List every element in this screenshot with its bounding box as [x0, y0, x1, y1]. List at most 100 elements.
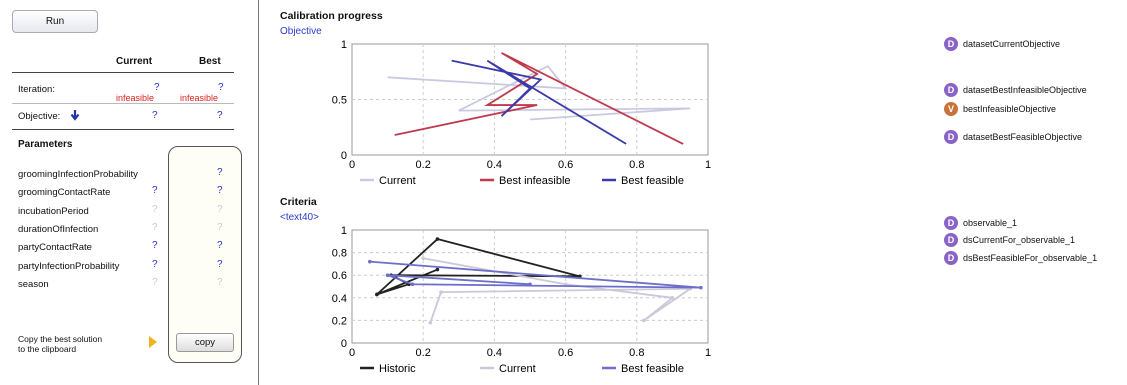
- legend-label: Best feasible: [621, 363, 684, 375]
- param-best-value: ?: [217, 240, 223, 251]
- objective-divider: [12, 129, 234, 130]
- y-tick-label: 0.8: [332, 248, 347, 260]
- node-label: observable_1: [963, 218, 1018, 228]
- iteration-label: Iteration:: [18, 84, 55, 95]
- data-point: [375, 292, 379, 297]
- param-current-value: ?: [152, 240, 158, 251]
- copy-text-line2: to the clipboard: [18, 344, 77, 354]
- x-tick-label: 0.2: [416, 347, 431, 359]
- copy-description: Copy the best solution to the clipboard: [18, 334, 102, 354]
- data-point: [368, 259, 372, 264]
- objective-best-value: ?: [217, 110, 223, 121]
- y-tick-label: 0.6: [332, 270, 347, 282]
- copy-button[interactable]: copy: [176, 333, 234, 352]
- data-point: [435, 237, 440, 241]
- progress-chart-title: Calibration progress: [280, 10, 383, 22]
- x-tick-label: 0: [349, 159, 355, 171]
- param-name: partyInfectionProbability: [18, 261, 120, 272]
- data-point: [670, 296, 675, 300]
- param-current-value: ?: [152, 222, 158, 233]
- node-label: datasetCurrentObjective: [963, 39, 1061, 49]
- panel-separator: [258, 0, 259, 385]
- legend-label: Best feasible: [621, 175, 684, 187]
- series-line: [387, 65, 691, 121]
- data-point: [385, 273, 390, 277]
- column-header-best: Best: [199, 56, 221, 67]
- param-current-value: ?: [152, 204, 158, 215]
- param-current-value: ?: [152, 277, 158, 288]
- y-tick-label: 0.2: [332, 315, 347, 327]
- progress-chart-subtitle[interactable]: Objective: [280, 26, 322, 37]
- dataset-icon: D: [944, 216, 958, 230]
- x-tick-label: 0: [349, 347, 355, 359]
- header-divider: [12, 72, 234, 73]
- variable-icon: V: [944, 102, 958, 116]
- dataset-icon: D: [944, 37, 958, 51]
- data-point: [642, 318, 646, 323]
- legend-label: Historic: [379, 363, 416, 375]
- series-line: [394, 52, 684, 145]
- param-name: season: [18, 279, 49, 290]
- param-best-value: ?: [217, 185, 223, 196]
- param-name: groomingContactRate: [18, 187, 111, 198]
- y-tick-label: 0.5: [332, 95, 347, 107]
- data-point: [421, 256, 425, 261]
- param-name: incubationPeriod: [18, 206, 89, 217]
- x-tick-label: 0.4: [487, 159, 502, 171]
- node-label: dsBestFeasibleFor_observable_1: [963, 253, 1098, 263]
- x-tick-label: 0.2: [416, 159, 431, 171]
- run-button[interactable]: Run: [12, 10, 98, 33]
- param-current-value: ?: [152, 185, 158, 196]
- y-tick-label: 0.4: [332, 293, 347, 305]
- pointer-arrow-icon: [149, 336, 157, 348]
- dataset-icon: D: [944, 130, 958, 144]
- y-tick-label: 0: [341, 338, 347, 350]
- x-tick-label: 0.8: [629, 347, 644, 359]
- node-label: datasetBestInfeasibleObjective: [963, 85, 1087, 95]
- calibration-progress-chart: 0 0.2 0.4 0.6 0.8 1 0 0.5 1 Current Best infeasibl…: [332, 39, 711, 187]
- data-point: [699, 285, 703, 290]
- param-name: groomingInfectionProbability: [18, 169, 138, 180]
- param-best-value: ?: [217, 277, 223, 288]
- series-line: [451, 59, 627, 145]
- objective-label: Objective:: [18, 111, 61, 122]
- dataset-icon: D: [944, 83, 958, 97]
- objective-current-value: ?: [152, 110, 158, 121]
- dataset-icon: D: [944, 251, 958, 265]
- param-best-value: ?: [217, 222, 223, 233]
- x-tick-label: 0.4: [487, 347, 502, 359]
- legend-label: Current: [499, 363, 536, 375]
- legend-label: Best infeasible: [499, 175, 571, 187]
- x-tick-label: 0.6: [558, 347, 573, 359]
- x-tick-label: 1: [705, 159, 711, 171]
- copy-text-line1: Copy the best solution: [18, 334, 103, 344]
- parameters-heading: Parameters: [18, 139, 73, 150]
- x-tick-label: 0.6: [558, 159, 573, 171]
- node-label: datasetBestFeasibleObjective: [963, 132, 1083, 142]
- data-point: [435, 267, 440, 272]
- criteria-chart-title: Criteria: [280, 196, 317, 208]
- criteria-chart-subtitle[interactable]: <text40>: [280, 212, 319, 223]
- data-point: [528, 282, 532, 287]
- legend-label: Current: [379, 175, 416, 187]
- data-point: [439, 290, 443, 294]
- param-name: durationOfInfection: [18, 224, 99, 235]
- param-best-value: ?: [217, 167, 223, 178]
- node-label: bestInfeasibleObjective: [963, 104, 1057, 114]
- param-best-value: ?: [217, 259, 223, 270]
- y-tick-label: 0: [341, 150, 347, 162]
- param-best-value: ?: [217, 204, 223, 215]
- copy-panel: [168, 146, 242, 363]
- data-point: [410, 282, 415, 287]
- param-current-value: ?: [152, 259, 158, 270]
- column-header-current: Current: [116, 56, 153, 67]
- iteration-current-status: infeasible: [116, 93, 155, 103]
- dataset-icon: D: [944, 233, 958, 247]
- node-label: dsCurrentFor_observable_1: [963, 235, 1076, 245]
- x-tick-label: 1: [705, 347, 711, 359]
- x-tick-label: 0.8: [629, 159, 644, 171]
- iteration-best-value: ?: [218, 82, 224, 93]
- param-name: partyContactRate: [18, 242, 92, 253]
- iteration-current-value: ?: [154, 82, 160, 93]
- iteration-best-status: infeasible: [180, 93, 219, 103]
